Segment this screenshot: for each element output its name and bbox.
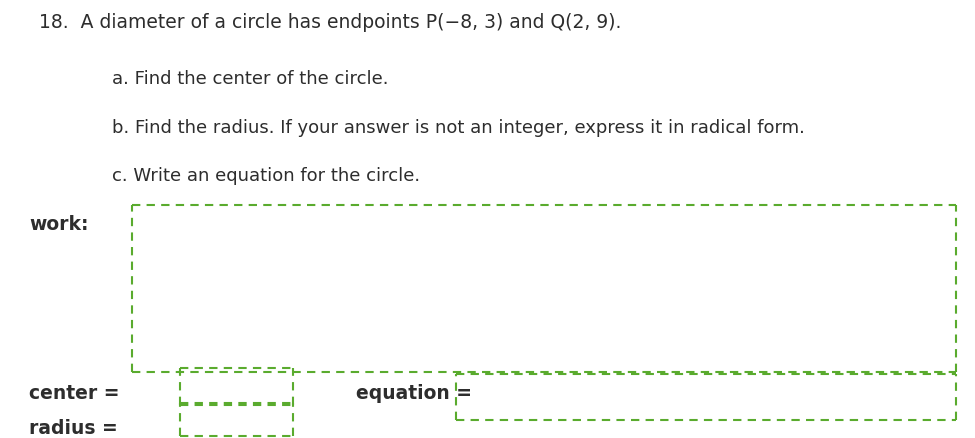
Text: c. Write an equation for the circle.: c. Write an equation for the circle. [112,166,420,184]
Text: work:: work: [29,215,89,233]
Text: center =: center = [29,383,120,402]
Text: a. Find the center of the circle.: a. Find the center of the circle. [112,70,389,88]
Text: 18.  A diameter of a circle has endpoints P(−8, 3) and Q(2, 9).: 18. A diameter of a circle has endpoints… [39,13,621,32]
Text: equation =: equation = [356,383,472,402]
Text: b. Find the radius. If your answer is not an integer, express it in radical form: b. Find the radius. If your answer is no… [112,118,805,136]
Text: radius =: radius = [29,418,118,437]
